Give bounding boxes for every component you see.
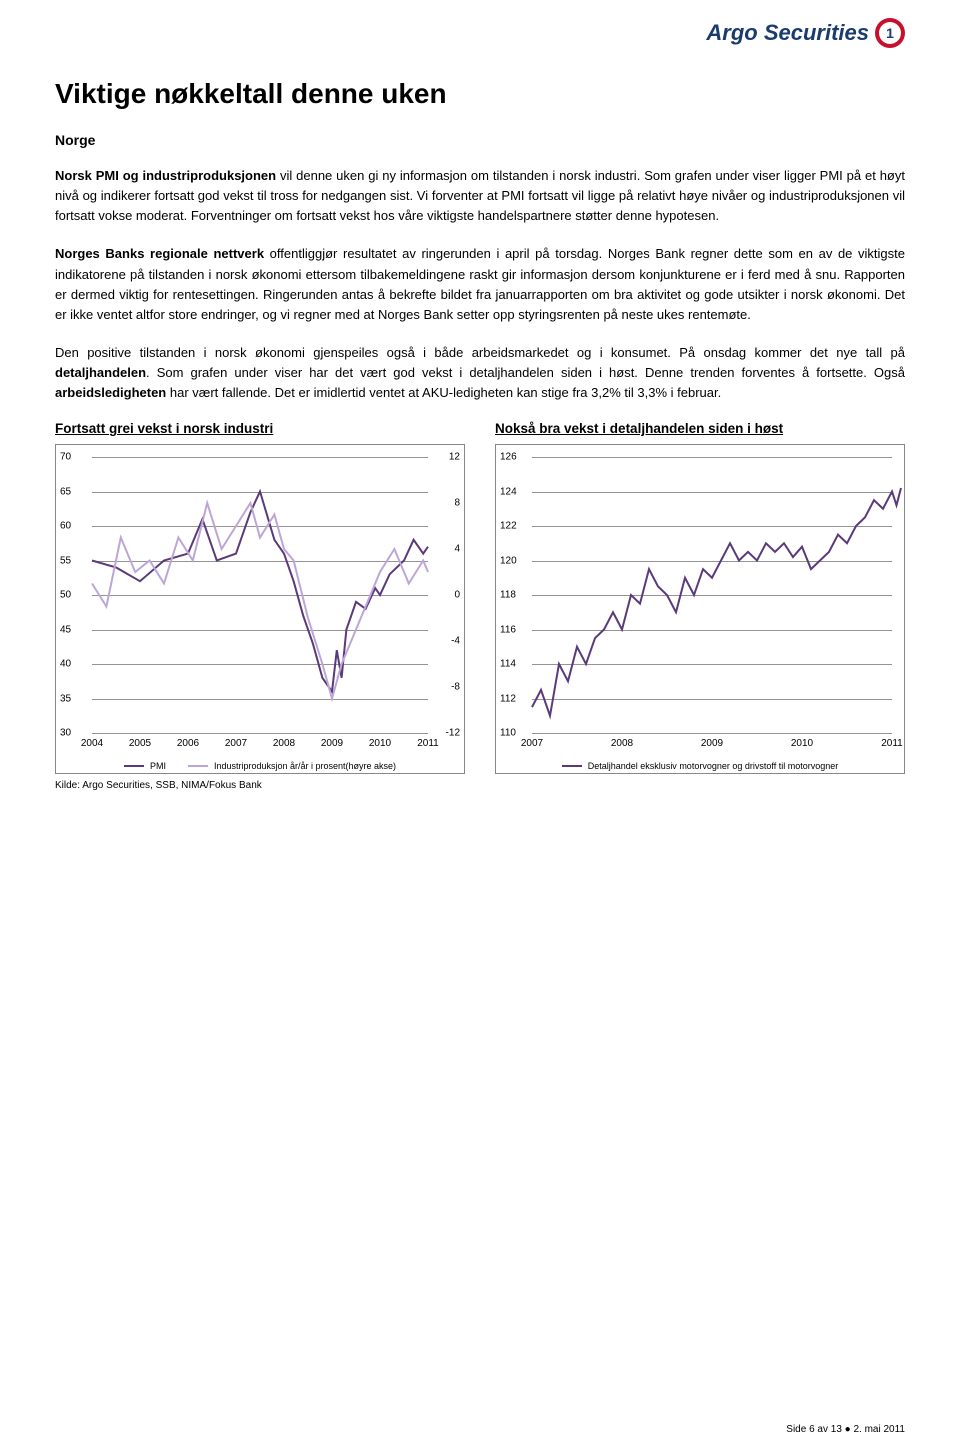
x-axis-label: 2009 [321, 738, 343, 749]
page-title: Viktige nøkkeltall denne uken [55, 78, 905, 110]
y-axis-right-label: -12 [446, 728, 460, 739]
legend-item: Detaljhandel eksklusiv motorvogner og dr… [562, 761, 838, 771]
legend-label: PMI [150, 761, 166, 771]
p2-lead: Norges Banks regionale nettverk [55, 246, 264, 261]
p3-bold-2: arbeidsledigheten [55, 385, 166, 400]
legend-item: PMI [124, 761, 166, 771]
legend-swatch-icon [562, 765, 582, 767]
y-axis-label: 118 [500, 590, 516, 601]
y-axis-label: 70 [60, 452, 71, 463]
y-axis-label: 30 [60, 728, 71, 739]
p3-bold-1: detaljhandelen [55, 365, 146, 380]
p3-e: har vært fallende. Det er imidlertid ven… [166, 385, 721, 400]
x-axis-label: 2004 [81, 738, 103, 749]
y-axis-label: 116 [500, 624, 516, 635]
x-axis-label: 2008 [273, 738, 295, 749]
chart-series-line [92, 503, 428, 699]
y-axis-label: 55 [60, 555, 71, 566]
chart-2-title: Nokså bra vekst i detaljhandelen siden i… [495, 421, 905, 436]
x-axis-label: 2007 [521, 738, 543, 749]
x-axis-label: 2008 [611, 738, 633, 749]
x-axis-label: 2011 [881, 738, 903, 749]
y-axis-right-label: 4 [454, 544, 460, 555]
y-axis-right-label: -8 [451, 682, 460, 693]
chart-1-legend: PMI Industriproduksjon år/år i prosent(hø… [56, 761, 464, 771]
y-axis-label: 50 [60, 590, 71, 601]
legend-swatch-icon [188, 765, 208, 767]
page-subtitle: Norge [55, 132, 905, 148]
y-axis-label: 114 [500, 659, 516, 670]
chart-1-column: Fortsatt grei vekst i norsk industri PMI… [55, 421, 465, 774]
p3-a: Den positive tilstanden i norsk økonomi … [55, 345, 905, 360]
x-axis-label: 2009 [701, 738, 723, 749]
chart-2-column: Nokså bra vekst i detaljhandelen siden i… [495, 421, 905, 774]
page-footer: Side 6 av 13 ● 2. mai 2011 [786, 1424, 905, 1435]
y-axis-label: 65 [60, 486, 71, 497]
x-axis-label: 2011 [417, 738, 439, 749]
y-axis-right-label: 0 [454, 590, 460, 601]
paragraph-2: Norges Banks regionale nettverk offentli… [55, 244, 905, 325]
chart-series-line [92, 492, 428, 692]
p3-c: . Som grafen under viser har det vært go… [146, 365, 905, 380]
y-axis-right-label: -4 [451, 636, 460, 647]
y-axis-label: 60 [60, 521, 71, 532]
p1-lead: Norsk PMI og industriproduksjonen [55, 168, 276, 183]
legend-label: Industriproduksjon år/år i prosent(høyre… [214, 761, 396, 771]
x-axis-label: 2010 [369, 738, 391, 749]
legend-item: Industriproduksjon år/år i prosent(høyre… [188, 761, 396, 771]
x-axis-label: 2010 [791, 738, 813, 749]
brand-badge-icon: 1 [875, 18, 905, 48]
charts-row: Fortsatt grei vekst i norsk industri PMI… [55, 421, 905, 774]
y-axis-label: 35 [60, 693, 71, 704]
paragraph-1: Norsk PMI og industriproduksjonen vil de… [55, 166, 905, 226]
chart-2-box: Detaljhandel eksklusiv motorvogner og dr… [495, 444, 905, 774]
chart-1-title: Fortsatt grei vekst i norsk industri [55, 421, 465, 436]
source-note: Kilde: Argo Securities, SSB, NIMA/Fokus … [55, 780, 905, 791]
brand-name: Argo Securities [706, 20, 869, 46]
y-axis-label: 124 [500, 486, 517, 497]
y-axis-label: 112 [500, 693, 516, 704]
paragraph-3: Den positive tilstanden i norsk økonomi … [55, 343, 905, 403]
y-axis-right-label: 12 [449, 452, 460, 463]
y-axis-label: 120 [500, 555, 517, 566]
y-axis-label: 126 [500, 452, 517, 463]
y-axis-label: 45 [60, 624, 71, 635]
chart-2-plot [532, 457, 892, 733]
x-axis-label: 2006 [177, 738, 199, 749]
y-axis-label: 40 [60, 659, 71, 670]
y-axis-label: 122 [500, 521, 517, 532]
x-axis-label: 2007 [225, 738, 247, 749]
brand-logo: Argo Securities 1 [706, 18, 905, 48]
x-axis-label: 2005 [129, 738, 151, 749]
legend-label: Detaljhandel eksklusiv motorvogner og dr… [588, 761, 838, 771]
y-axis-label: 110 [500, 728, 516, 739]
chart-1-plot [92, 457, 428, 733]
y-axis-right-label: 8 [454, 498, 460, 509]
chart-series-line [532, 488, 901, 716]
legend-swatch-icon [124, 765, 144, 767]
chart-2-legend: Detaljhandel eksklusiv motorvogner og dr… [496, 761, 904, 771]
chart-1-box: PMI Industriproduksjon år/år i prosent(hø… [55, 444, 465, 774]
